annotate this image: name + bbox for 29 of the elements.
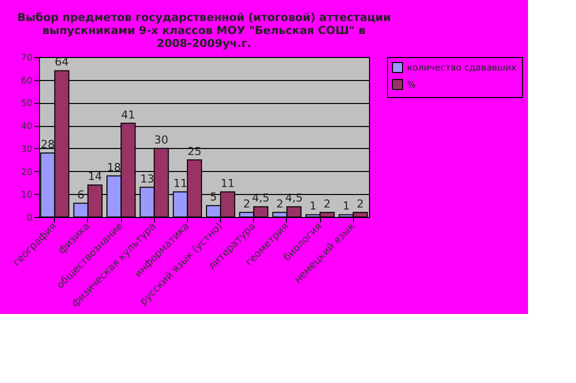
data-label: 28 <box>40 138 55 151</box>
chart-title: Выбор предметов государственной (итоговой) аттестации выпускниками 9-х классов МОУ "Бельская СОШ" в 2008-2009уч.г. <box>17 11 391 50</box>
data-label: 18 <box>107 160 122 174</box>
data-label: 2 <box>324 197 331 210</box>
data-label: 30 <box>154 133 168 146</box>
legend-label: % <box>407 80 416 90</box>
data-label: 11 <box>173 176 188 190</box>
data-label: 4,5 <box>285 192 303 205</box>
y-tick-label: 70 <box>21 54 33 64</box>
y-tick-label: 30 <box>21 144 33 155</box>
y-tick-label: 60 <box>21 76 33 86</box>
data-label: 1 <box>342 200 350 213</box>
y-tick-label: 40 <box>21 122 33 132</box>
y-tick-label: 20 <box>21 168 33 178</box>
data-label: 14 <box>88 170 102 183</box>
data-label: 11 <box>220 176 235 190</box>
legend-label: количество сдававших <box>407 64 518 74</box>
data-label: 2 <box>243 197 250 210</box>
y-tick-label: 10 <box>21 190 33 201</box>
data-label: 2 <box>356 197 364 210</box>
data-label: 2 <box>276 197 284 210</box>
y-tick-label: 0 <box>26 214 33 224</box>
data-label: 25 <box>187 144 202 158</box>
y-tick-label: 50 <box>21 99 33 110</box>
data-label: 41 <box>121 108 136 122</box>
data-label: 1 <box>310 200 317 213</box>
data-label: 4,5 <box>252 192 270 205</box>
data-label: 64 <box>54 56 69 69</box>
data-label: 13 <box>140 172 154 186</box>
